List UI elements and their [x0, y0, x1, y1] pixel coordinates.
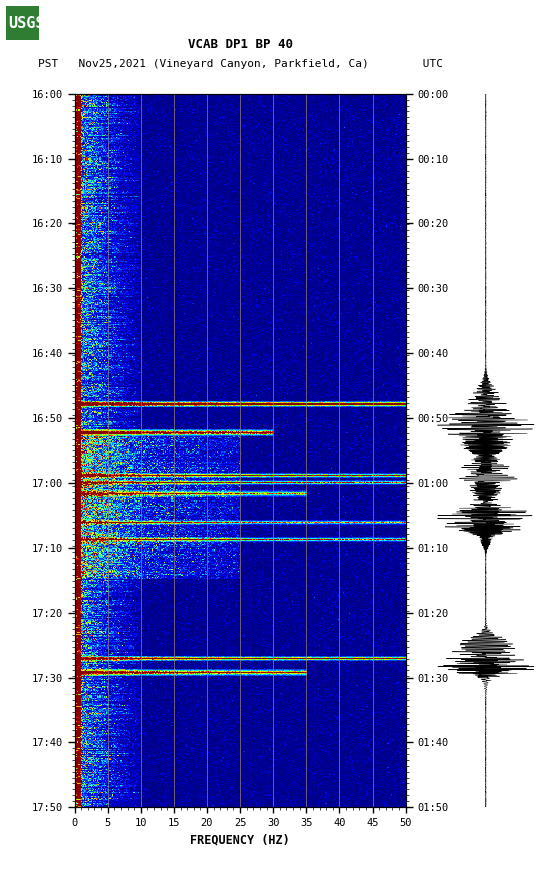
Text: VCAB DP1 BP 40: VCAB DP1 BP 40 [188, 38, 293, 51]
X-axis label: FREQUENCY (HZ): FREQUENCY (HZ) [190, 833, 290, 847]
Text: USGS: USGS [9, 16, 45, 30]
Text: ▲: ▲ [0, 17, 4, 29]
FancyBboxPatch shape [6, 6, 39, 40]
Text: PST   Nov25,2021 (Vineyard Canyon, Parkfield, Ca)        UTC: PST Nov25,2021 (Vineyard Canyon, Parkfie… [38, 59, 443, 70]
